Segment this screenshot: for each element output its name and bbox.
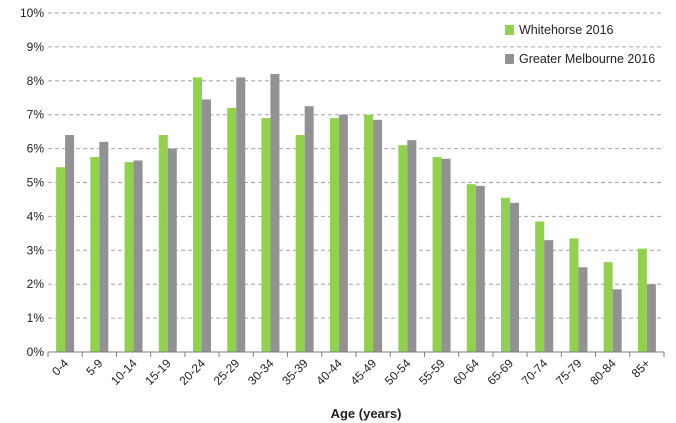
bar-whitehorse bbox=[227, 107, 237, 352]
bar-whitehorse bbox=[329, 118, 339, 352]
legend-swatch bbox=[505, 54, 514, 64]
bar-whitehorse bbox=[364, 114, 374, 352]
bar-greater-melbourne bbox=[99, 141, 109, 352]
bar-whitehorse bbox=[124, 162, 134, 352]
x-tick-label: 35-39 bbox=[279, 356, 311, 388]
bar-whitehorse bbox=[603, 262, 613, 352]
x-tick-label: 25-29 bbox=[211, 356, 243, 388]
bar-greater-melbourne bbox=[304, 106, 314, 352]
bar-whitehorse bbox=[158, 135, 168, 352]
x-tick-label: 75-79 bbox=[553, 356, 585, 388]
x-tick-label: 85+ bbox=[629, 356, 653, 380]
x-tick-label: 30-34 bbox=[245, 356, 277, 388]
x-axis-title: Age (years) bbox=[331, 406, 402, 421]
bar-greater-melbourne bbox=[65, 135, 75, 352]
x-axis bbox=[47, 351, 665, 357]
bar-whitehorse bbox=[193, 77, 202, 352]
bar-greater-melbourne bbox=[338, 114, 348, 352]
bar-greater-melbourne bbox=[441, 158, 451, 352]
bar-greater-melbourne bbox=[407, 140, 417, 352]
x-tick-label: 65-69 bbox=[485, 356, 517, 388]
bar-greater-melbourne bbox=[646, 284, 656, 352]
y-tick-label: 9% bbox=[27, 40, 45, 54]
y-tick-label: 3% bbox=[27, 243, 45, 257]
bar-whitehorse bbox=[501, 197, 510, 352]
bar-greater-melbourne bbox=[612, 289, 622, 352]
y-tick-label: 2% bbox=[27, 277, 45, 291]
bar-whitehorse bbox=[569, 238, 579, 352]
y-tick-label: 8% bbox=[27, 74, 45, 88]
legend: Whitehorse 2016 Greater Melbourne 2016 bbox=[505, 23, 655, 66]
bar-greater-melbourne bbox=[544, 240, 554, 352]
x-axis-ticks: 0-4 5-9 10-14 15-19 20-24 25-29 30-34 35-39 40-4… bbox=[49, 356, 653, 388]
bar-greater-melbourne bbox=[167, 148, 177, 352]
x-tick-label: 60-64 bbox=[450, 356, 482, 388]
bar-greater-melbourne bbox=[202, 99, 211, 352]
bar-greater-melbourne bbox=[270, 74, 280, 353]
bar-whitehorse bbox=[90, 157, 100, 352]
x-tick-label: 45-49 bbox=[348, 356, 380, 388]
legend-label: Whitehorse 2016 bbox=[519, 23, 614, 37]
x-tick-label: 20-24 bbox=[177, 356, 209, 388]
bar-greater-melbourne bbox=[236, 77, 246, 352]
x-tick-label: 15-19 bbox=[142, 356, 174, 388]
bar-greater-melbourne bbox=[578, 267, 588, 352]
x-tick-label: 10-14 bbox=[108, 356, 140, 388]
x-tick-label: 5-9 bbox=[83, 356, 105, 378]
x-tick-label: 40-44 bbox=[313, 356, 345, 388]
y-tick-label: 0% bbox=[27, 345, 45, 359]
x-tick-label: 80-84 bbox=[587, 356, 619, 388]
bar-whitehorse bbox=[637, 248, 647, 352]
bar-greater-melbourne bbox=[510, 202, 519, 352]
bar-greater-melbourne bbox=[133, 160, 143, 352]
y-tick-label: 10% bbox=[20, 6, 44, 20]
legend-swatch bbox=[505, 25, 514, 35]
legend-label: Greater Melbourne 2016 bbox=[519, 52, 655, 66]
bar-whitehorse bbox=[535, 221, 545, 352]
y-tick-label: 1% bbox=[27, 311, 45, 325]
bar-whitehorse bbox=[56, 167, 66, 352]
y-tick-label: 7% bbox=[27, 108, 45, 122]
bar-whitehorse bbox=[261, 118, 271, 352]
bar-whitehorse bbox=[398, 145, 408, 352]
y-tick-label: 4% bbox=[27, 209, 45, 223]
gridlines bbox=[48, 12, 664, 319]
bars bbox=[56, 74, 656, 353]
y-tick-label: 6% bbox=[27, 142, 45, 156]
x-tick-label: 50-54 bbox=[382, 356, 414, 388]
x-tick-label: 70-74 bbox=[519, 356, 551, 388]
x-tick-label: 0-4 bbox=[49, 356, 71, 378]
bar-whitehorse bbox=[295, 135, 305, 352]
bar-greater-melbourne bbox=[373, 119, 383, 352]
bar-whitehorse bbox=[432, 157, 442, 352]
x-tick-label: 55-59 bbox=[416, 356, 448, 388]
bar-greater-melbourne bbox=[475, 185, 485, 352]
bar-whitehorse bbox=[466, 184, 476, 352]
y-axis-ticks: 0% 1% 2% 3% 4% 5% 6% 7% 8% 9% 10% bbox=[20, 6, 44, 359]
y-tick-label: 5% bbox=[27, 176, 45, 190]
